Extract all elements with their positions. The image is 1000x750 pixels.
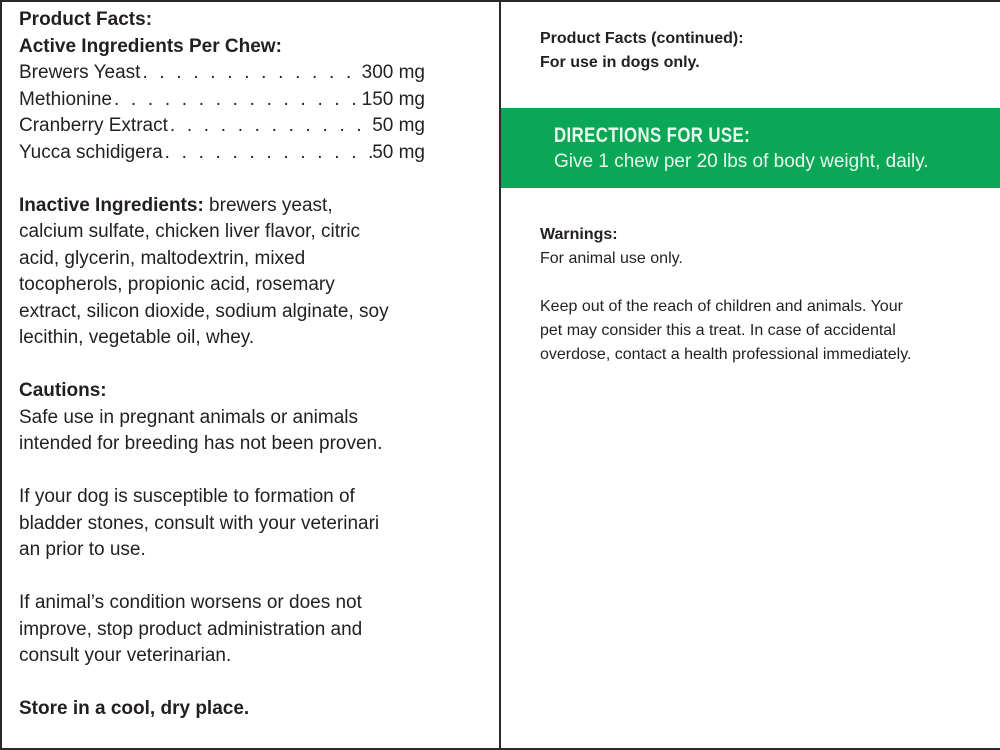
warnings-section: Warnings: For animal use only. Keep out … bbox=[540, 223, 980, 367]
caution-1: Safe use in pregnant animals or animals i… bbox=[19, 406, 383, 455]
inactive-label: Inactive Ingredients: bbox=[19, 194, 204, 216]
ingredient-name: Brewers Yeast bbox=[19, 62, 141, 83]
product-facts-title: Product Facts: bbox=[19, 9, 153, 30]
ingredient-amount: 50 mg bbox=[372, 141, 425, 163]
ingredient-row: Methionine 150 mg bbox=[19, 87, 425, 114]
warnings-line: For animal use only. bbox=[540, 250, 683, 267]
ingredient-name: Cranberry Extract bbox=[19, 115, 168, 136]
ingredient-name: Methionine bbox=[19, 88, 112, 110]
directions-band: DIRECTIONS FOR USE: Give 1 chew per 20 l… bbox=[501, 108, 1000, 188]
dot-leader bbox=[112, 87, 362, 114]
dot-leader bbox=[168, 113, 372, 140]
active-ingredients-list: Brewers Yeast 300 mg Methionine 150 mg Cranb… bbox=[19, 60, 439, 166]
dot-leader bbox=[140, 60, 361, 87]
ingredient-row: Brewers Yeast 300 mg bbox=[19, 60, 425, 87]
ingredient-row: Cranberry Extract 50 mg bbox=[19, 113, 425, 140]
continued-title: Product Facts (continued): bbox=[540, 30, 744, 47]
ingredient-amount: 300 mg bbox=[361, 62, 425, 83]
ingredient-amount: 50 mg bbox=[372, 115, 425, 136]
warnings-heading: Warnings: bbox=[540, 226, 618, 243]
ingredient-row: Yucca schidigera 50 mg bbox=[19, 140, 425, 167]
inactive-ingredients: Inactive Ingredients: brewers yeast, calc… bbox=[19, 194, 389, 349]
panel-divider bbox=[499, 0, 501, 750]
storage-note: Store in a cool, dry place. bbox=[19, 698, 250, 719]
caution-3: If animal’s condition worsens or does no… bbox=[19, 592, 363, 666]
ingredient-name: Yucca schidigera bbox=[19, 141, 163, 163]
dot-leader bbox=[163, 140, 373, 167]
cautions-heading: Cautions: bbox=[19, 380, 107, 401]
warning-paragraph: Keep out of the reach of children and an… bbox=[540, 298, 912, 363]
left-panel: Product Facts: Active Ingredients Per Ch… bbox=[19, 7, 439, 723]
ingredient-amount: 150 mg bbox=[361, 88, 425, 110]
dogs-only-note: For use in dogs only. bbox=[540, 54, 700, 71]
directions-text: Give 1 chew per 20 lbs of body weight, d… bbox=[554, 151, 929, 172]
active-ingredients-heading: Active Ingredients Per Chew: bbox=[19, 35, 282, 57]
directions-heading: DIRECTIONS FOR USE: bbox=[554, 124, 751, 147]
caution-2: If your dog is susceptible to formation … bbox=[19, 486, 380, 560]
right-panel-header: Product Facts (continued): For use in do… bbox=[540, 27, 980, 75]
